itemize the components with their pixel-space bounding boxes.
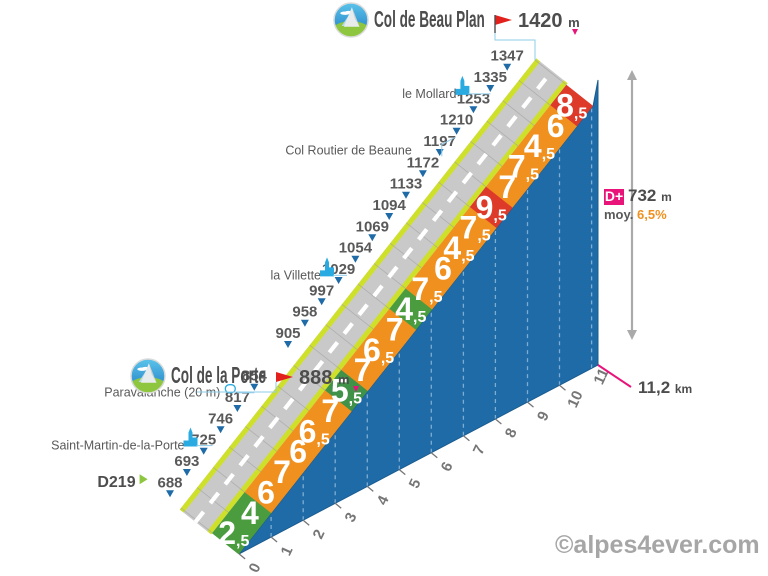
svg-text:moy. 6,5%: moy. 6,5%: [604, 207, 667, 222]
svg-text:1335: 1335: [474, 69, 507, 86]
svg-text:7: 7: [498, 169, 516, 205]
svg-text:1133: 1133: [390, 176, 423, 193]
svg-text:6: 6: [547, 108, 565, 144]
svg-text:6: 6: [434, 250, 452, 286]
svg-text:1347: 1347: [491, 48, 524, 65]
svg-text:6: 6: [257, 474, 275, 510]
svg-text:1094: 1094: [373, 197, 407, 214]
svg-text:D219: D219: [97, 474, 135, 491]
svg-text:1197: 1197: [423, 133, 456, 150]
svg-text:997: 997: [309, 282, 334, 299]
svg-text:1210: 1210: [440, 112, 473, 129]
svg-text:693: 693: [174, 453, 199, 470]
svg-text:Col Routier de Beaune: Col Routier de Beaune: [285, 143, 412, 157]
svg-text:D+: D+: [605, 188, 623, 204]
svg-text:905: 905: [275, 325, 300, 342]
svg-text:6: 6: [289, 434, 307, 470]
svg-text:©alpes4ever.com: ©alpes4ever.com: [555, 531, 760, 559]
svg-text:la Villette: la Villette: [271, 268, 322, 282]
svg-text:7: 7: [321, 393, 339, 429]
svg-text:4: 4: [241, 495, 259, 531]
svg-text:Saint-Martin-de-la-Porte: Saint-Martin-de-la-Porte: [51, 439, 184, 453]
svg-text:688: 688: [157, 474, 182, 491]
svg-text:Col de la Porte: Col de la Porte: [171, 364, 266, 390]
svg-text:Col de Beau Plan: Col de Beau Plan: [374, 8, 485, 34]
svg-text:7: 7: [273, 454, 291, 490]
svg-text:1069: 1069: [356, 218, 389, 235]
svg-text:7: 7: [354, 352, 372, 388]
svg-text:746: 746: [208, 410, 233, 427]
svg-text:1054: 1054: [339, 240, 373, 257]
svg-text:7: 7: [386, 312, 404, 348]
svg-text:le Mollard: le Mollard: [402, 87, 456, 101]
svg-text:958: 958: [292, 304, 317, 321]
